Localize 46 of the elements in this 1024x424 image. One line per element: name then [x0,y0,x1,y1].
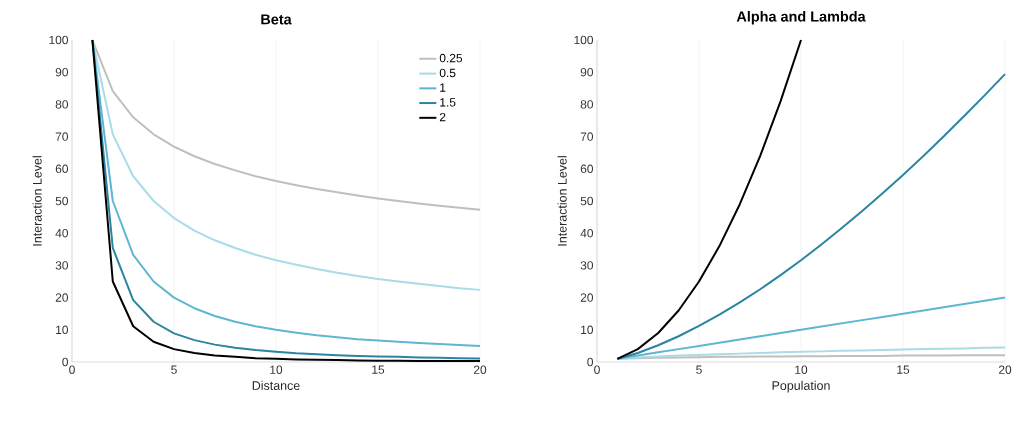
x-tick-label: 5 [696,365,702,374]
y-tick-label: 0 [62,357,69,367]
legend-label: 1 [440,83,446,92]
legend-label: 0.25 [439,53,463,63]
x-axis-title: Population [772,380,830,393]
y-tick-label: 90 [55,67,69,77]
y-tick-label: 90 [580,67,594,77]
y-tick-label: 30 [55,261,69,270]
y-tick-label: 40 [580,228,594,238]
y-tick-label: 60 [55,164,69,174]
y-tick-label: 20 [580,293,594,302]
line-series [616,39,803,360]
y-tick-label: 50 [55,196,69,206]
x-tick-label: 5 [171,365,177,374]
y-tick-label: 30 [580,261,594,270]
y-tick-label: 100 [574,35,594,45]
y-tick-label: 20 [55,293,69,302]
y-tick-label: 40 [55,228,69,238]
y-axis-title: Interaction Level [557,156,567,246]
y-tick-label: 80 [580,100,594,109]
line-series [616,346,1007,360]
y-tick-label: 0 [587,357,594,367]
y-tick-label: 10 [56,325,69,335]
chart-title: Beta [261,14,292,25]
x-tick-label: 10 [270,365,283,374]
legend-label: 2 [439,112,446,122]
x-tick-label: 10 [795,365,808,374]
x-tick-label: 15 [372,365,385,374]
x-tick-label: 0 [69,365,75,374]
legend-label: 1.5 [440,98,456,107]
chart-title: Alpha and Lambda [736,11,866,25]
y-tick-label: 80 [55,100,69,109]
y-tick-label: 50 [580,196,594,206]
x-axis-title: Distance [252,380,300,390]
line-series [91,39,481,291]
legend-label: 0.5 [439,68,456,78]
x-tick-label: 15 [897,365,910,374]
x-tick-label: 20 [473,365,487,374]
y-tick-label: 70 [55,132,69,141]
y-tick-label: 10 [581,325,594,335]
y-tick-label: 70 [580,132,594,141]
y-axis-title: Interaction Level [32,156,42,246]
x-tick-label: 20 [998,365,1012,374]
y-tick-label: 60 [580,164,594,174]
x-tick-label: 0 [594,365,600,374]
y-tick-label: 100 [49,35,69,45]
